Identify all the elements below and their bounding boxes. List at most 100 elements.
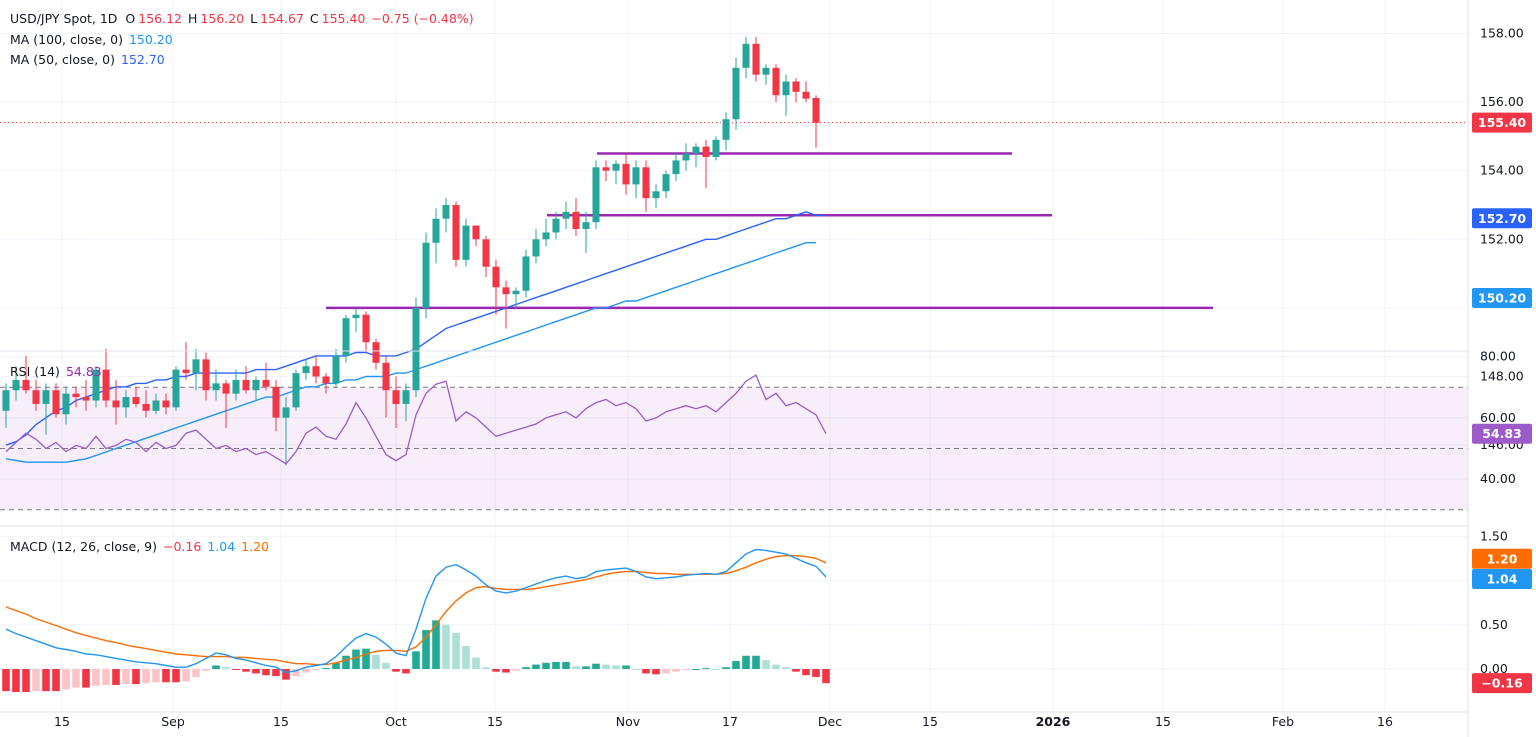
macd-histogram-bar (452, 632, 460, 669)
candle-body (82, 397, 90, 401)
time-tick-label: 17 (722, 714, 738, 729)
candle-body (482, 239, 490, 267)
signal-line (5, 555, 827, 666)
candle-body (32, 390, 40, 404)
candle-body (212, 383, 220, 391)
ma100-line (5, 242, 816, 463)
macd-histogram-bar (212, 665, 220, 669)
tag-text: 54.83 (1482, 426, 1522, 441)
macd-histogram-bar (102, 669, 110, 685)
change-value: −0.75 (−0.48%) (371, 11, 474, 26)
macd-histogram-bar (252, 669, 260, 674)
macd-histogram-bar (562, 661, 570, 669)
candle-body (502, 287, 510, 295)
macd-histogram-bar (742, 655, 750, 669)
candle-body (372, 342, 380, 363)
candle-body (362, 314, 370, 343)
tag-background (1472, 208, 1532, 229)
macd-histogram-bar (142, 669, 150, 684)
macd-histogram-bar (382, 662, 390, 669)
price-tick-label: 148.00 (1480, 369, 1524, 384)
macd-histogram-bar (652, 669, 660, 675)
macd-histogram-bar (792, 669, 800, 672)
symbol-title[interactable]: USD/JPY Spot, 1D (10, 11, 118, 26)
tag-background (1472, 112, 1532, 133)
candle-body (762, 67, 770, 75)
time-tick-label: 15 (487, 714, 503, 729)
macd-histogram-bar (482, 667, 490, 669)
tag-text: 150.20 (1478, 291, 1527, 306)
candle-body (112, 400, 120, 408)
macd-histogram-bar (582, 666, 590, 669)
macd-legend[interactable]: MACD (12, 26, close, 9) −0.16 1.04 1.20 (10, 539, 272, 554)
macd-histogram-bar (152, 669, 160, 683)
candlesticks (2, 36, 820, 466)
ma100-legend[interactable]: MA (100, close, 0) 150.20 (10, 32, 176, 47)
candle-body (292, 373, 300, 408)
macd-histogram-bar (692, 669, 700, 670)
low-value: 154.67 (260, 11, 304, 26)
macd-histogram-bar (612, 665, 620, 669)
candle-body (102, 369, 110, 401)
candle-body (472, 225, 480, 240)
candle-body (262, 379, 270, 387)
macd-tag: 1.04 (1472, 568, 1532, 589)
time-tick-label: 2026 (1036, 714, 1071, 729)
price-tick-label: 158.00 (1480, 26, 1524, 41)
rsi-value: 54.83 (65, 364, 102, 379)
macd-histogram-bar (112, 669, 120, 685)
ma50-legend[interactable]: MA (50, close, 0) 152.70 (10, 52, 168, 67)
candle-body (342, 318, 350, 356)
candle-body (792, 81, 800, 92)
macd-histogram-bar (472, 657, 480, 669)
candle-body (172, 369, 180, 408)
candle-body (562, 211, 570, 219)
tag-background (1472, 568, 1532, 589)
time-tick-label: Sep (161, 714, 185, 729)
macd-histogram-bar (352, 649, 360, 669)
candle-body (382, 362, 390, 391)
rsi-legend[interactable]: RSI (14) 54.83 (10, 364, 105, 379)
ma100-tag: 150.20 (1472, 288, 1532, 309)
candle-body (492, 266, 500, 288)
candle-body (92, 369, 100, 401)
macd-histogram-bar (442, 624, 450, 669)
candle-body (722, 119, 730, 140)
candle-body (572, 211, 580, 230)
macd-tick-label: 0.00 (1480, 661, 1508, 676)
tag-text: 155.40 (1478, 115, 1527, 130)
candle-body (742, 43, 750, 68)
candle-body (272, 386, 280, 418)
time-axis[interactable]: 15 Sep 15 Oct 15 Nov 17 Dec 15 2026 15 Feb 16 (54, 714, 1393, 729)
candle-body (632, 167, 640, 185)
candle-body (532, 239, 540, 257)
ma100-value: 150.20 (128, 32, 173, 47)
macd-histogram-bar (132, 669, 140, 685)
candle-body (552, 218, 560, 233)
macd-tick-label: 0.50 (1480, 617, 1508, 632)
macd-histogram-bar (262, 669, 270, 676)
pane-separators (0, 0, 1469, 737)
candle-body (432, 218, 440, 243)
candle-body (282, 407, 290, 418)
macd-histogram-bar (712, 669, 720, 670)
macd-histogram-bar (62, 669, 70, 690)
macd-hist-value: −0.16 (163, 539, 202, 554)
macd-histogram-bar (82, 669, 90, 688)
candle-body (412, 307, 420, 391)
candle-body (2, 390, 10, 411)
rsi-tick-label: 60.00 (1480, 410, 1516, 425)
candle-body (182, 369, 190, 374)
candle-body (322, 376, 330, 384)
macd-histogram-bar (92, 669, 100, 686)
macd-histogram-bar (392, 669, 400, 672)
price-tick-label: 152.00 (1480, 231, 1524, 246)
macd-histogram-bar (172, 669, 180, 683)
candle-body (642, 167, 650, 199)
macd-histogram-bar (192, 669, 200, 677)
macd-histogram-bar (332, 662, 340, 669)
macd-histogram-bar (682, 669, 690, 670)
macd-histogram-bar (672, 669, 680, 672)
macd-histogram-bar (512, 669, 520, 671)
